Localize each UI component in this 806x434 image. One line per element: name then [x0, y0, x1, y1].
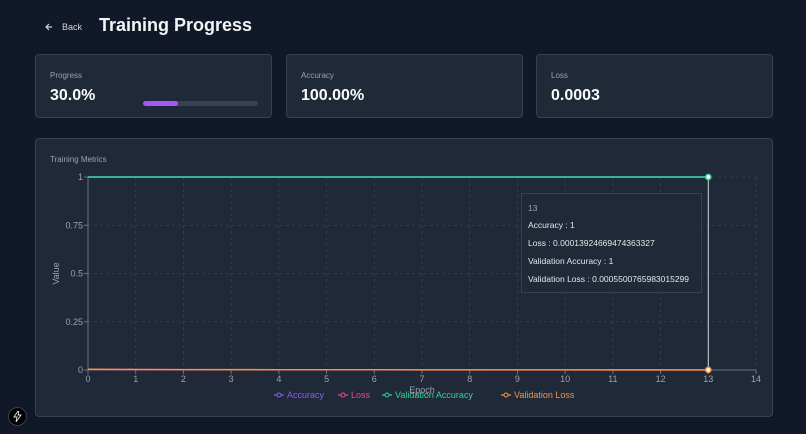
progress-bar-fill — [143, 101, 178, 106]
x-tick-label: 8 — [467, 374, 472, 384]
loss-value: 0.0003 — [551, 87, 600, 104]
y-tick-label: 0 — [78, 365, 83, 375]
x-tick-label: 5 — [324, 374, 329, 384]
progress-card: Progress 30.0% — [35, 54, 272, 118]
training-metrics-card: Training Metrics 0 1 2 3 4 5 6 7 8 9 10 11 12 13 14 0 0.… — [35, 138, 773, 417]
x-tick-label: 13 — [703, 374, 713, 384]
accuracy-card: Accuracy 100.00% — [286, 54, 523, 118]
accuracy-label: Accuracy — [301, 71, 334, 80]
legend-item[interactable]: Validation Accuracy — [395, 390, 473, 400]
legend-marker — [503, 392, 509, 398]
progress-bar — [143, 101, 258, 106]
legend-marker — [276, 392, 282, 398]
x-tick-label: 14 — [751, 374, 761, 384]
y-tick-label: 0.5 — [70, 269, 83, 279]
back-label: Back — [62, 22, 83, 32]
x-tick-label: 3 — [229, 374, 234, 384]
x-tick-label: 11 — [608, 374, 617, 384]
legend-item[interactable]: Validation Loss — [514, 390, 575, 400]
legend-marker — [340, 392, 346, 398]
lightning-button[interactable] — [8, 407, 27, 426]
tooltip-epoch: 13 — [528, 203, 538, 213]
active-dot — [704, 366, 712, 374]
x-tick-label: 12 — [656, 374, 666, 384]
lightning-icon — [13, 411, 22, 422]
x-tick-label: 7 — [419, 374, 424, 384]
progress-label: Progress — [50, 71, 83, 80]
progress-value: 30.0% — [50, 87, 96, 104]
x-tick-label: 1 — [133, 374, 138, 384]
tooltip-row-validation-loss: Validation Loss : 0.0005500765983015299 — [528, 274, 690, 284]
x-tick-label: 10 — [560, 374, 570, 384]
loss-label: Loss — [551, 71, 568, 80]
series-line-validation-loss — [87, 368, 709, 371]
y-axis-label: Value — [51, 262, 61, 284]
tooltip-row-validation-accuracy: Validation Accuracy : 1 — [528, 256, 614, 266]
x-tick-label: 6 — [372, 374, 377, 384]
y-tick-label: 1 — [78, 172, 83, 182]
header: Back — [44, 14, 82, 40]
legend-item[interactable]: Loss — [351, 390, 371, 400]
x-tick-label: 0 — [85, 374, 90, 384]
page-title: Training Progress — [99, 15, 253, 35]
training-metrics-chart[interactable]: 0 1 2 3 4 5 6 7 8 9 10 11 12 13 1400.250.50.751ValueEp… — [36, 139, 774, 418]
active-dot — [704, 173, 712, 181]
x-tick-label: 9 — [515, 374, 520, 384]
chart-title: Training Metrics — [50, 155, 107, 164]
chart-tooltip: 13 Accuracy : 1 Loss : 0.000139246694743… — [521, 193, 702, 293]
legend-item[interactable]: Accuracy — [287, 390, 325, 400]
legend-marker — [384, 392, 390, 398]
y-tick-label: 0.25 — [65, 317, 83, 327]
arrow-left-icon — [45, 23, 52, 31]
x-tick-label: 4 — [276, 374, 281, 384]
x-axis-label: Epoch — [409, 385, 435, 395]
back-button[interactable]: Back — [44, 22, 82, 32]
tooltip-row-loss: Loss : 0.00013924669474363327 — [528, 238, 655, 248]
y-tick-label: 0.75 — [65, 220, 83, 230]
accuracy-value: 100.00% — [301, 87, 365, 104]
x-tick-label: 2 — [181, 374, 186, 384]
tooltip-row-accuracy: Accuracy : 1 — [528, 220, 575, 230]
loss-card: Loss 0.0003 — [536, 54, 773, 118]
